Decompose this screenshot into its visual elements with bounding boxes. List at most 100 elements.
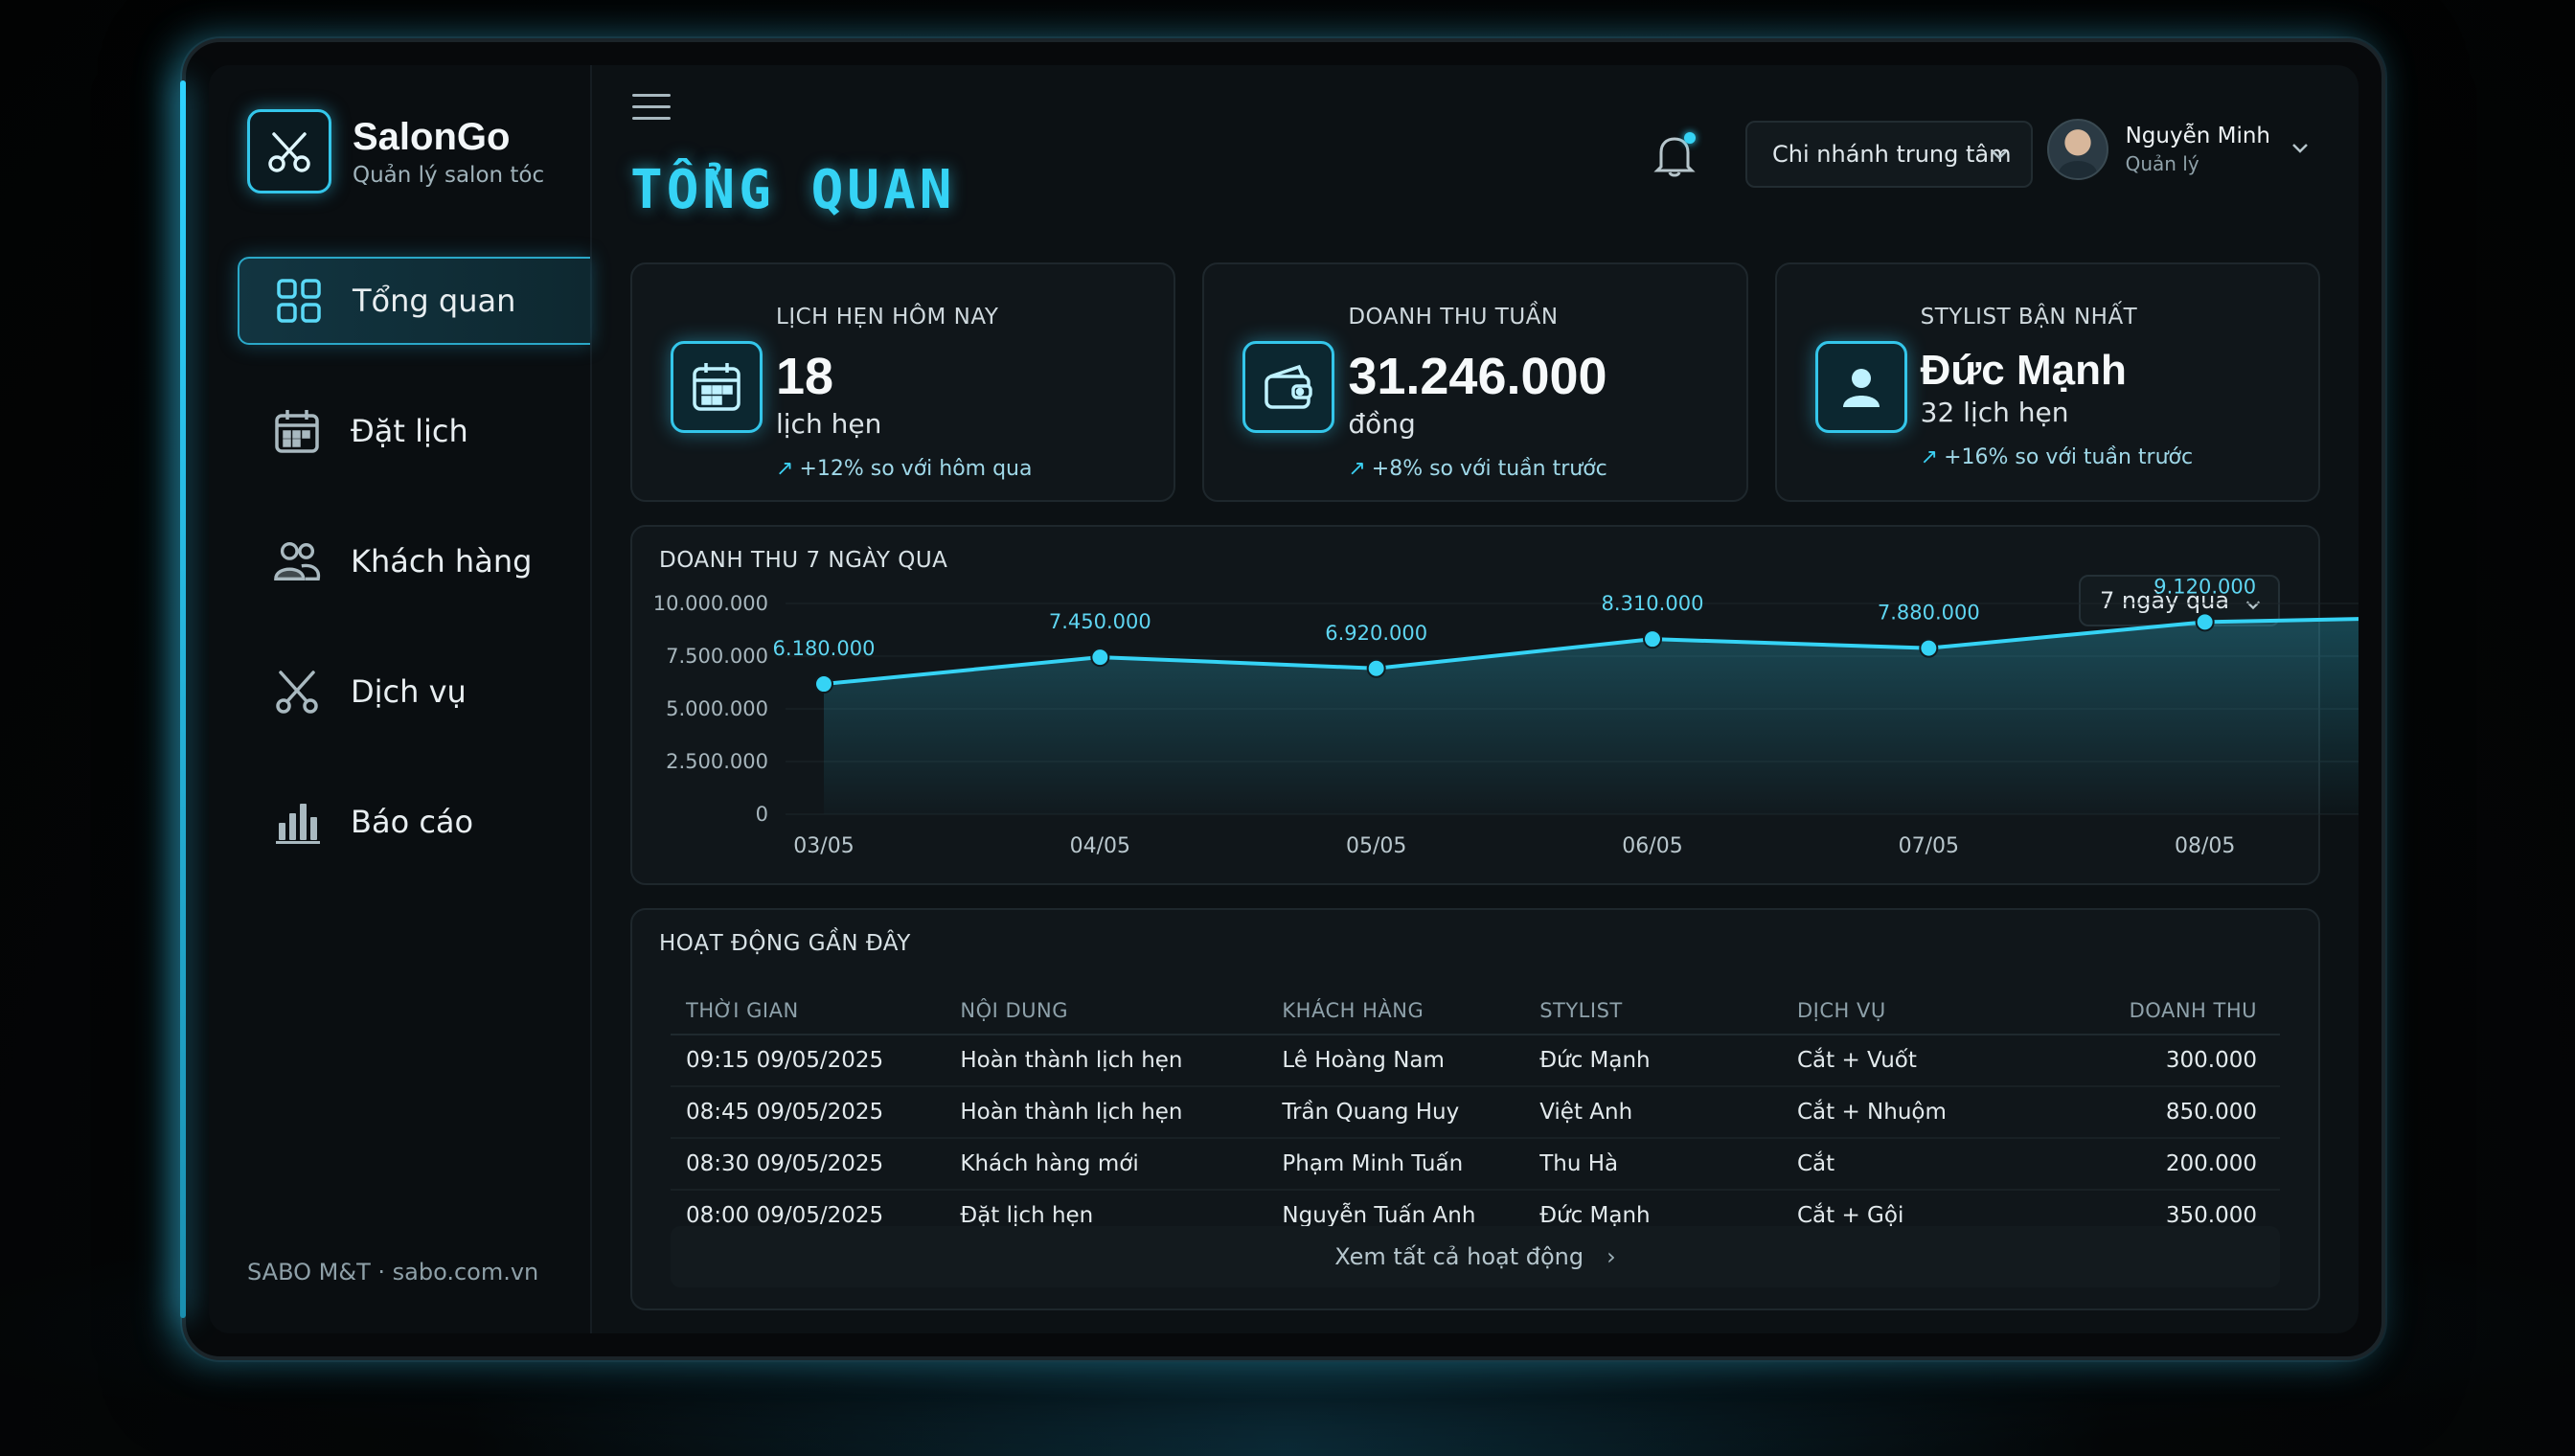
table-row[interactable]: 08:45 09/05/2025 Hoàn thành lịch hẹn Trầ… <box>671 1086 2280 1139</box>
table-row[interactable]: 09:15 09/05/2025 Hoàn thành lịch hẹn Lê … <box>671 1035 2280 1087</box>
stat-card-stylist: STYLIST BẬN NHẤT Đức Mạnh 32 lịch hẹn ↗ +… <box>1774 262 2320 502</box>
cell-customer: Phạm Minh Tuấn <box>1282 1138 1540 1191</box>
activity-panel: HOẠT ĐỘNG GẦN ĐÂY THỜI GIAN NỘI DUNG KHÁ… <box>630 908 2320 1310</box>
x-tick-label: 08/05 <box>2175 834 2235 858</box>
sidebar-item-label: Đặt lịch <box>351 413 468 449</box>
cell-service: Cắt + Nhuộm <box>1796 1086 2055 1139</box>
cell-customer: Trần Quang Huy <box>1282 1086 1540 1139</box>
x-tick-label: 07/05 <box>1899 834 1959 858</box>
card-unit: 32 lịch hẹn <box>1920 397 2069 428</box>
calendar-icon <box>272 406 322 456</box>
x-tick-label: 05/05 <box>1346 834 1406 858</box>
y-tick-label: 10.000.000 <box>653 592 768 615</box>
chevron-down-icon <box>2290 137 2311 162</box>
sidebar-item-booking[interactable]: Đặt lịch <box>238 387 590 475</box>
wallet-icon <box>1242 341 1335 433</box>
cell-content: Hoàn thành lịch hẹn <box>960 1035 1283 1087</box>
bar-chart-icon <box>272 797 322 847</box>
see-all-activity-button[interactable]: Xem tất cả hoạt động › <box>671 1226 2280 1287</box>
cell-stylist: Đức Mạnh <box>1539 1035 1797 1087</box>
sidebar-item-label: Tổng quan <box>353 283 516 319</box>
chevron-right-icon: › <box>1607 1243 1616 1270</box>
revenue-line-chart: 02.500.0005.000.0007.500.00010.000.0006.… <box>653 575 2359 858</box>
sidebar: SalonGo Quản lý salon tóc Tổng quan <box>209 65 592 1333</box>
calendar-icon <box>671 341 763 433</box>
cell-time: 08:45 09/05/2025 <box>671 1086 961 1139</box>
cell-service: Cắt <box>1796 1138 2055 1191</box>
notification-dot <box>1684 132 1696 144</box>
sidebar-item-label: Báo cáo <box>351 804 474 840</box>
data-label: 8.310.000 <box>1602 592 1704 615</box>
cell-revenue: 850.000 <box>2054 1086 2280 1139</box>
activity-table: THỜI GIAN NỘI DUNG KHÁCH HÀNG STYLIST DỊ… <box>671 987 2280 1242</box>
card-trend: ↗ +16% so với tuần trước <box>1921 445 2290 469</box>
card-unit: lịch hẹn <box>776 408 882 440</box>
tablet-frame: SalonGo Quản lý salon tóc Tổng quan <box>180 38 2385 1360</box>
card-title: DOANH THU TUẦN <box>1348 305 1559 330</box>
activity-title: HOẠT ĐỘNG GẦN ĐÂY <box>659 931 911 956</box>
trend-text: +8% so với tuần trước <box>1371 457 1607 481</box>
brand: SalonGo Quản lý salon tóc <box>209 103 590 199</box>
cell-content: Khách hàng mới <box>960 1138 1283 1191</box>
sidebar-item-services[interactable]: Dịch vụ <box>238 648 590 736</box>
user-role: Quản lý <box>2125 152 2199 175</box>
stat-card-revenue: DOANH THU TUẦN 31.246.000 đồng ↗ +8% so v… <box>1202 262 1748 502</box>
brand-name: SalonGo <box>353 115 511 158</box>
column-header: DOANH THU <box>2054 987 2280 1035</box>
topbar: TỔNG QUAN Chi nhánh trung tâm <box>630 65 2320 257</box>
column-header: STYLIST <box>1539 987 1797 1035</box>
card-title: LỊCH HẸN HÔM NAY <box>776 305 999 330</box>
cell-customer: Lê Hoàng Nam <box>1282 1035 1540 1087</box>
cell-revenue: 300.000 <box>2054 1035 2280 1087</box>
y-tick-label: 5.000.000 <box>666 697 768 720</box>
page-title: TỔNG QUAN <box>630 159 956 221</box>
see-all-label: Xem tất cả hoạt động <box>1334 1243 1584 1270</box>
chart-title: DOANH THU 7 NGÀY QUA <box>659 548 948 573</box>
card-trend: ↗ +8% so với tuần trước <box>1348 457 1717 481</box>
y-tick-label: 0 <box>756 803 768 826</box>
trend-up-icon: ↗ <box>1920 445 1939 469</box>
range-select-value: 7 ngày qua <box>2100 587 2230 614</box>
sidebar-footer: SABO M&T · sabo.com.vn <box>247 1259 539 1285</box>
app-screen: SalonGo Quản lý salon tóc Tổng quan <box>209 65 2359 1333</box>
trend-text: +16% so với tuần trước <box>1944 445 2194 469</box>
user-name: Nguyễn Minh <box>2125 124 2270 148</box>
card-value: 18 <box>776 348 834 405</box>
trend-text: +12% so với hôm qua <box>799 457 1033 481</box>
user-icon <box>1814 341 1907 433</box>
revenue-chart-panel: DOANH THU 7 NGÀY QUA 7 ngày qua 0 2.500.0… <box>630 525 2359 885</box>
scissors-logo-icon <box>247 109 331 193</box>
column-header: NỘI DUNG <box>960 987 1283 1035</box>
column-header: DỊCH VỤ <box>1796 987 2055 1035</box>
card-trend: ↗ +12% so với hôm qua <box>776 457 1145 481</box>
sidebar-item-customers[interactable]: Khách hàng <box>238 517 590 605</box>
card-value: Đức Mạnh <box>1920 347 2127 394</box>
data-point <box>1643 629 1662 649</box>
column-header: KHÁCH HÀNG <box>1282 987 1540 1035</box>
x-tick-label: 03/05 <box>793 834 854 858</box>
dashboard-icon <box>274 276 324 326</box>
sidebar-item-overview[interactable]: Tổng quan <box>238 257 590 345</box>
data-label: 7.880.000 <box>1878 602 1980 625</box>
cell-time: 09:15 09/05/2025 <box>671 1035 961 1087</box>
table-row[interactable]: 08:30 09/05/2025 Khách hàng mới Phạm Min… <box>671 1138 2280 1191</box>
cell-content: Hoàn thành lịch hẹn <box>960 1086 1283 1139</box>
data-point <box>1919 638 1939 658</box>
data-point <box>1366 658 1386 678</box>
cell-time: 08:30 09/05/2025 <box>671 1138 961 1191</box>
card-value: 31.246.000 <box>1348 348 1607 405</box>
sidebar-nav: Tổng quan Đặt lịch <box>209 257 590 866</box>
data-label: 6.180.000 <box>773 637 876 660</box>
card-title: STYLIST BẬN NHẤT <box>1920 305 2138 330</box>
cell-stylist: Việt Anh <box>1539 1086 1797 1139</box>
menu-icon[interactable] <box>632 94 671 123</box>
trend-up-icon: ↗ <box>1348 457 1366 481</box>
branch-select[interactable]: Chi nhánh trung tâm <box>1745 121 2033 188</box>
main-content: TỔNG QUAN Chi nhánh trung tâm <box>592 65 2359 1333</box>
sidebar-item-reports[interactable]: Báo cáo <box>238 778 590 866</box>
bell-icon[interactable] <box>1653 132 1698 180</box>
user-menu[interactable]: Nguyễn Minh Quản lý <box>2046 119 2311 180</box>
table-row[interactable]: 08:00 09/05/2025 Đặt lịch hẹn Nguyễn Tuấ… <box>671 1190 2280 1242</box>
column-header: THỜI GIAN <box>671 987 961 1035</box>
data-label: 9.120.000 <box>2153 575 2256 598</box>
